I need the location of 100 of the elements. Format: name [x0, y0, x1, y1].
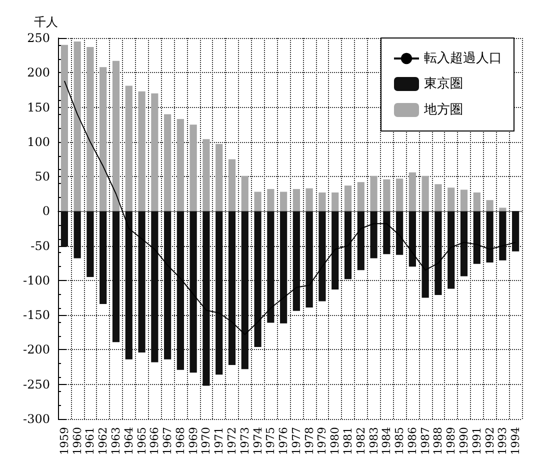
bar — [241, 211, 248, 370]
x-tick-label: 1960 — [70, 427, 84, 455]
bar — [138, 211, 146, 352]
bar — [332, 192, 339, 212]
legend-label: 転入超過人口 — [424, 51, 502, 66]
bar — [164, 114, 172, 212]
y-tick-label: 100 — [27, 134, 50, 149]
bar — [228, 211, 236, 365]
bar — [216, 211, 223, 375]
bar — [357, 182, 364, 212]
bar — [241, 176, 248, 212]
bar — [460, 211, 468, 276]
x-tick-label: 1978 — [302, 427, 316, 455]
y-axis-title: 千人 — [34, 15, 58, 29]
x-tick-label: 1970 — [200, 427, 213, 455]
bar — [396, 211, 404, 255]
x-tick-label: 1977 — [290, 427, 303, 455]
bar — [190, 124, 197, 212]
bar — [164, 211, 172, 360]
x-tick-label: 1994 — [509, 427, 522, 455]
x-tick-label: 1959 — [58, 427, 71, 455]
bar — [280, 211, 288, 324]
bar — [125, 211, 132, 360]
bar — [332, 211, 339, 290]
x-tick-label: 1961 — [84, 427, 97, 455]
x-tick-label: 1989 — [444, 427, 458, 455]
x-tick-label: 1986 — [406, 427, 419, 455]
bar — [448, 211, 455, 289]
bar — [292, 189, 300, 212]
bar — [86, 47, 94, 212]
bar — [86, 211, 94, 277]
x-tick-label: 1982 — [354, 427, 368, 455]
bar — [473, 192, 480, 212]
y-tick-label: -250 — [23, 377, 50, 392]
bar — [512, 211, 520, 252]
x-tick-label: 1984 — [380, 427, 394, 455]
bar — [280, 192, 288, 212]
x-tick-label: 1968 — [174, 427, 187, 455]
bar — [112, 211, 120, 342]
x-tick-label: 1987 — [418, 427, 432, 455]
legend-label: 地方圏 — [423, 102, 463, 118]
y-tick-label: -150 — [23, 308, 50, 322]
bar — [267, 211, 274, 323]
bar — [60, 211, 68, 247]
bar — [434, 211, 442, 295]
bar — [383, 179, 390, 212]
bar — [318, 211, 326, 302]
bar — [499, 211, 506, 260]
bar — [60, 44, 68, 212]
x-tick-label: 1963 — [110, 427, 122, 455]
x-tick-label: 1975 — [264, 427, 278, 455]
bar — [357, 211, 364, 270]
x-tick-label: 1967 — [161, 427, 174, 455]
bar — [486, 200, 494, 212]
x-tick-label: 1979 — [316, 427, 329, 455]
bar — [422, 211, 429, 298]
y-tick-label: -100 — [23, 273, 50, 288]
bar — [151, 93, 158, 212]
bar — [176, 211, 184, 370]
bar — [202, 211, 210, 386]
bar — [100, 211, 107, 304]
x-tick-label: 1973 — [238, 427, 252, 455]
bar — [176, 119, 184, 212]
bar — [74, 41, 81, 212]
bar — [318, 192, 326, 212]
x-tick-label: 1965 — [135, 427, 148, 455]
bar — [499, 208, 506, 212]
bar — [473, 211, 480, 264]
x-tick-label: 1964 — [122, 427, 136, 455]
y-tick-label: 0 — [42, 204, 50, 218]
x-tick-label: 1981 — [342, 427, 354, 455]
bar — [74, 211, 81, 258]
y-tick-label: 200 — [27, 66, 50, 80]
bar — [434, 184, 442, 212]
bar — [448, 188, 455, 212]
bar — [460, 190, 468, 212]
bar — [216, 144, 223, 212]
x-tick-label: 1990 — [458, 427, 470, 455]
bar — [344, 211, 352, 280]
bar — [306, 211, 313, 308]
x-tick-label: 1988 — [432, 427, 445, 455]
x-tick-label: 1972 — [226, 427, 238, 455]
bar — [100, 67, 107, 212]
y-tick-label: -50 — [30, 238, 50, 253]
x-tick-label: 1969 — [186, 427, 200, 455]
bar — [408, 211, 416, 267]
y-tick-label: 50 — [34, 170, 50, 184]
x-tick-label: 1974 — [251, 427, 264, 455]
bar — [202, 139, 210, 212]
x-tick-label: 1992 — [483, 427, 496, 455]
bar — [422, 176, 429, 212]
y-tick-label: 150 — [27, 100, 50, 114]
bar — [292, 211, 300, 311]
legend-label: 東京圏 — [424, 76, 463, 92]
x-tick-label: 1985 — [393, 427, 406, 455]
x-tick-label: 1976 — [277, 427, 290, 455]
bar — [254, 211, 262, 347]
x-tick-label: 1983 — [367, 427, 380, 455]
bar — [344, 186, 352, 212]
bar — [267, 189, 274, 212]
